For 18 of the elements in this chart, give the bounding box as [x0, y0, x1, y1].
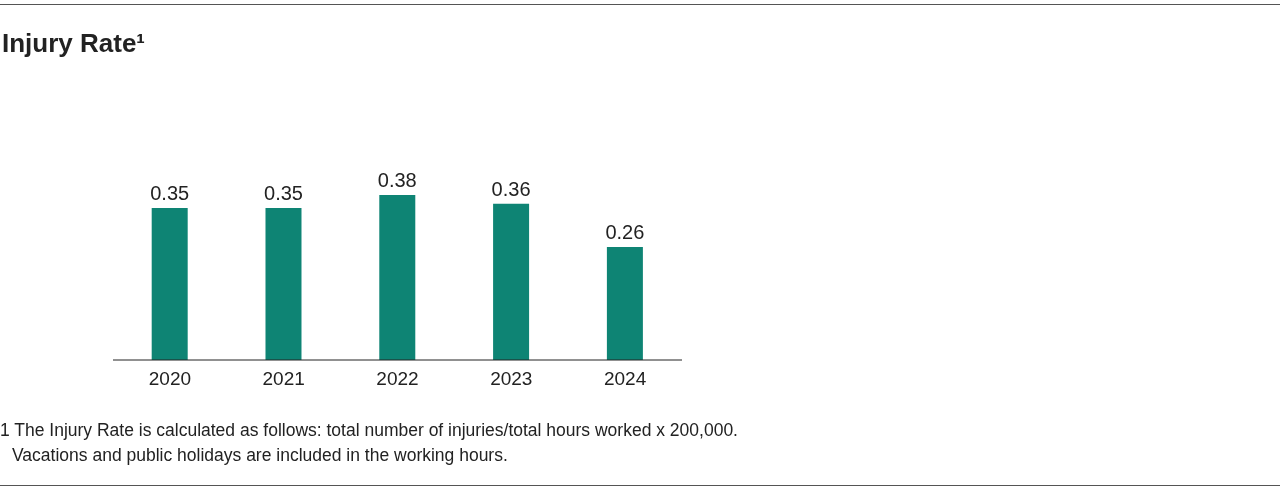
text: 1 The Injury Rate is calculated as follows: total number of injuries/total hours worked x 200,000. [0, 420, 738, 441]
x-tick-label: 2024 [603, 368, 647, 390]
text: Vacations and public holidays are included in the working hours. [12, 445, 508, 466]
x-tick-label: 2022 [376, 368, 419, 390]
x-tick-label: 2023 [490, 368, 533, 390]
bar [265, 208, 302, 360]
data-label: 0.35 [264, 182, 303, 205]
x-tick-label: 2020 [148, 368, 192, 390]
bar [606, 247, 643, 360]
data-label: 0.26 [605, 221, 645, 244]
data-label: 0.36 [491, 177, 531, 200]
chart-title: Injury Rate¹ [2, 28, 146, 59]
data-label: 0.35 [150, 182, 190, 205]
bar [151, 208, 188, 360]
bar [493, 203, 530, 360]
bar [379, 195, 416, 360]
x-tick-label: 2021 [262, 368, 305, 390]
data-label: 0.38 [377, 169, 417, 191]
